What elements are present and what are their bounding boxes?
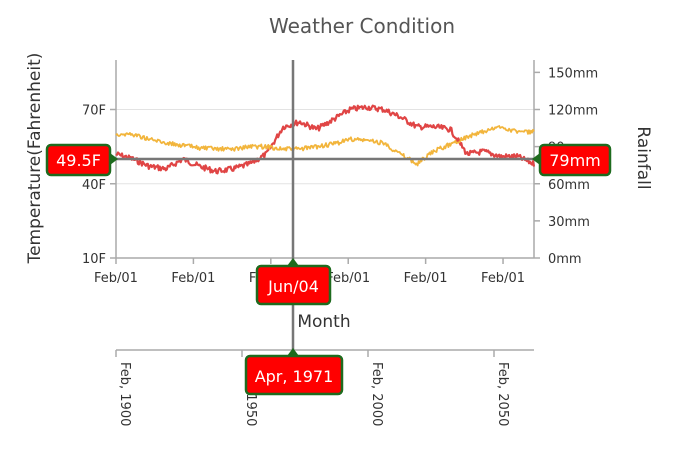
y-axis-title: Temperature(Fahrenheit) bbox=[25, 53, 45, 265]
y2-tick-label-5: 150mm bbox=[548, 66, 598, 81]
y-axis-ticks: 10F 40F 70F bbox=[82, 104, 116, 267]
crosshair-y-right-value: 79mm bbox=[549, 151, 601, 170]
y-tick-label-0: 10F bbox=[82, 252, 106, 267]
x-tick-label-1: Feb/01 bbox=[171, 271, 215, 286]
series-line-temperature bbox=[115, 104, 536, 175]
x-tick-label-0: Feb/01 bbox=[94, 271, 138, 286]
x-tick-label-5: Feb/01 bbox=[481, 271, 525, 286]
crosshair-tooltip-navigator: Apr, 1971 bbox=[244, 348, 344, 396]
navigator-tick-label-2: Feb, 2000 bbox=[369, 362, 384, 426]
y2-tick-label-0: 0mm bbox=[548, 252, 582, 267]
navigator-tick-label-0: Feb, 1900 bbox=[117, 362, 132, 426]
y2-tick-label-1: 30mm bbox=[548, 215, 590, 230]
x-tick-label-4: Feb/01 bbox=[404, 271, 448, 286]
y2-axis-ticks: 0mm30mm60mm90mm120mm150mm bbox=[534, 66, 598, 267]
x-tick-label-3: Feb/01 bbox=[326, 271, 370, 286]
crosshair-tooltip-left: 49.5F bbox=[45, 143, 118, 177]
crosshair-tooltip-x: Jun/04 bbox=[255, 258, 332, 306]
gridlines bbox=[116, 109, 534, 259]
crosshair-tooltip-right: 79mm bbox=[532, 143, 612, 177]
y-tick-label-2: 70F bbox=[82, 104, 106, 119]
y2-axis-title: Rainfall bbox=[633, 126, 653, 189]
chart-title: Weather Condition bbox=[269, 14, 455, 38]
series-line-rainfall bbox=[115, 125, 535, 167]
series-layer bbox=[115, 104, 536, 175]
y2-tick-label-2: 60mm bbox=[548, 178, 590, 193]
y-tick-label-1: 40F bbox=[82, 178, 106, 193]
x-axis-title: Month bbox=[297, 312, 350, 332]
navigator-tick-label-3: Feb, 2050 bbox=[495, 362, 510, 426]
y2-tick-label-4: 120mm bbox=[548, 104, 598, 119]
crosshair-y-left-value: 49.5F bbox=[56, 151, 101, 170]
crosshair-x-value: Jun/04 bbox=[267, 277, 319, 296]
crosshair-navigator-value: Apr, 1971 bbox=[255, 367, 334, 386]
